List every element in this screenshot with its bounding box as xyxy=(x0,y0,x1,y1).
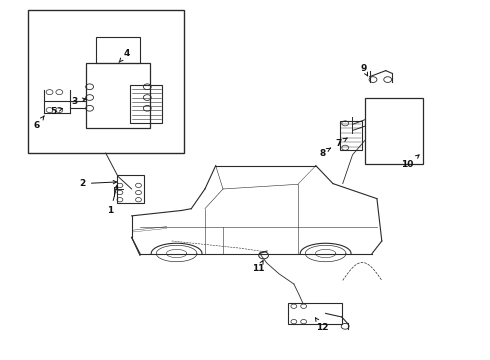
Text: 11: 11 xyxy=(252,261,265,274)
Text: 10: 10 xyxy=(401,155,419,170)
Bar xyxy=(288,303,342,324)
Text: 6: 6 xyxy=(34,116,44,130)
Text: 12: 12 xyxy=(316,318,328,332)
Text: 2: 2 xyxy=(80,179,117,188)
Bar xyxy=(340,121,362,149)
Text: 9: 9 xyxy=(360,64,368,76)
Bar xyxy=(130,85,162,123)
Bar xyxy=(96,37,140,63)
Text: 7: 7 xyxy=(336,138,347,148)
Text: 1: 1 xyxy=(107,185,118,215)
Text: 3: 3 xyxy=(72,96,86,105)
Bar xyxy=(27,10,184,153)
Bar xyxy=(86,63,150,128)
Text: 5: 5 xyxy=(50,107,62,116)
Bar xyxy=(117,175,144,203)
Bar xyxy=(365,98,423,164)
Text: 8: 8 xyxy=(319,148,331,158)
Text: 4: 4 xyxy=(119,49,130,62)
